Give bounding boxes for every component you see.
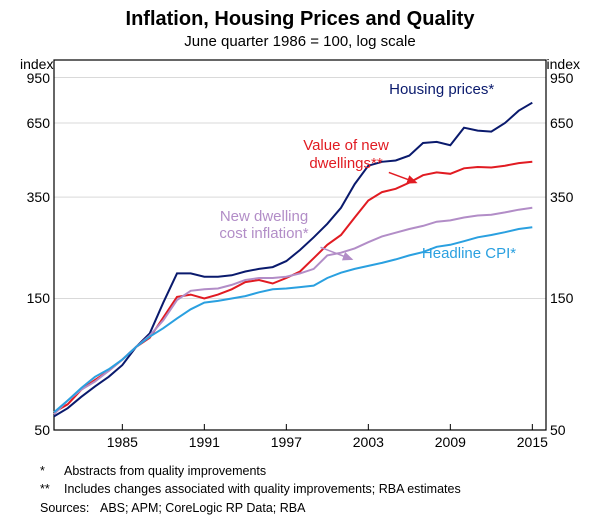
x-tick: 2003 [353,434,384,450]
series-label-new_dwelling_cost: New dwellingcost inflation* [204,208,324,243]
y-tick-right: 50 [550,422,588,438]
footnote-text: Abstracts from quality improvements [64,463,266,481]
y-tick-left: 950 [12,70,50,86]
footnotes: * Abstracts from quality improvements **… [40,463,461,519]
x-tick: 1991 [189,434,220,450]
footnote-text: Includes changes associated with quality… [64,481,461,499]
y-tick-left: 350 [12,189,50,205]
y-tick-right: 950 [550,70,588,86]
series-label-housing_prices: Housing prices* [382,81,502,98]
y-tick-right: 150 [550,290,588,306]
y-tick-left: 50 [12,422,50,438]
x-tick: 1985 [107,434,138,450]
footnote-mark: * [40,463,64,481]
sources-text: ABS; APM; CoreLogic RP Data; RBA [100,500,305,518]
y-tick-right: 650 [550,115,588,131]
series-label-value_new_dwellings: Value of newdwellings** [286,137,406,172]
chart-title: Inflation, Housing Prices and Quality [0,0,600,31]
footnote-mark: ** [40,481,64,499]
y-tick-right: 350 [550,189,588,205]
chart-subtitle: June quarter 1986 = 100, log scale [0,33,600,50]
series-label-headline_cpi: Headline CPI* [409,245,529,262]
x-tick: 1997 [271,434,302,450]
sources-label: Sources: [40,500,100,518]
y-tick-left: 150 [12,290,50,306]
x-tick: 2015 [517,434,548,450]
x-tick: 2009 [435,434,466,450]
chart-container: Inflation, Housing Prices and Quality Ju… [0,0,600,528]
y-tick-left: 650 [12,115,50,131]
